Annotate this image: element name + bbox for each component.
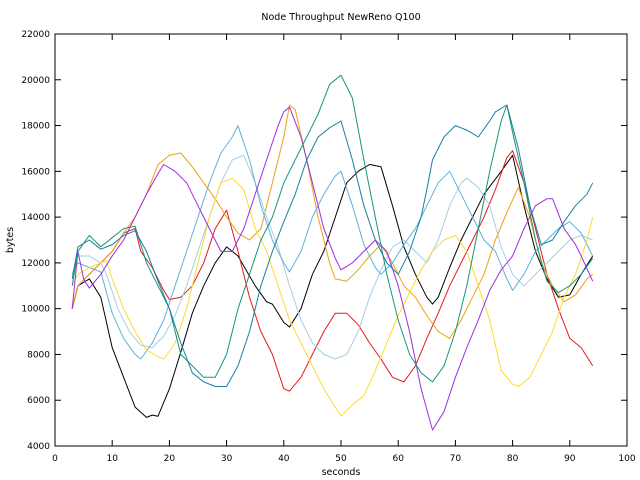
- y-tick-label: 10000: [21, 305, 50, 315]
- y-tick-label: 22000: [21, 30, 50, 40]
- series-line-6: [71, 177, 594, 417]
- x-tick-label: 70: [450, 454, 462, 464]
- series-line-3: [71, 104, 594, 339]
- series-line-4: [71, 154, 593, 360]
- series-line-9: [71, 104, 594, 387]
- x-tick-label: 100: [618, 454, 635, 464]
- y-axis-label: bytes: [5, 227, 16, 253]
- y-tick-label: 12000: [21, 259, 50, 269]
- x-axis-label: seconds: [322, 467, 361, 478]
- x-tick-label: 40: [278, 454, 290, 464]
- x-tick-label: 50: [335, 454, 347, 464]
- y-tick-label: 6000: [27, 396, 50, 406]
- x-tick-label: 20: [164, 454, 176, 464]
- x-tick-label: 60: [392, 454, 404, 464]
- y-tick-label: 20000: [21, 76, 50, 86]
- x-tick-label: 0: [52, 454, 58, 464]
- x-axis: 0 10 20 30 40 50 60 70 80 90 100: [52, 34, 636, 464]
- series-lines: [71, 74, 594, 431]
- y-axis: 4000 6000 8000 10000 12000 14000 16000 18000 200…: [21, 30, 627, 452]
- y-tick-label: 18000: [21, 122, 50, 132]
- x-tick-label: 80: [507, 454, 519, 464]
- y-tick-label: 14000: [21, 213, 50, 223]
- y-tick-label: 8000: [27, 350, 50, 360]
- y-tick-label: 4000: [27, 442, 50, 452]
- chart-title: Node Throughput NewReno Q100: [261, 12, 420, 23]
- x-tick-label: 10: [106, 454, 118, 464]
- x-tick-label: 30: [221, 454, 233, 464]
- y-tick-label: 16000: [21, 167, 50, 177]
- x-tick-label: 90: [564, 454, 576, 464]
- series-line-1: [71, 154, 594, 418]
- series-line-7: [71, 106, 594, 431]
- series-line-5: [71, 125, 594, 360]
